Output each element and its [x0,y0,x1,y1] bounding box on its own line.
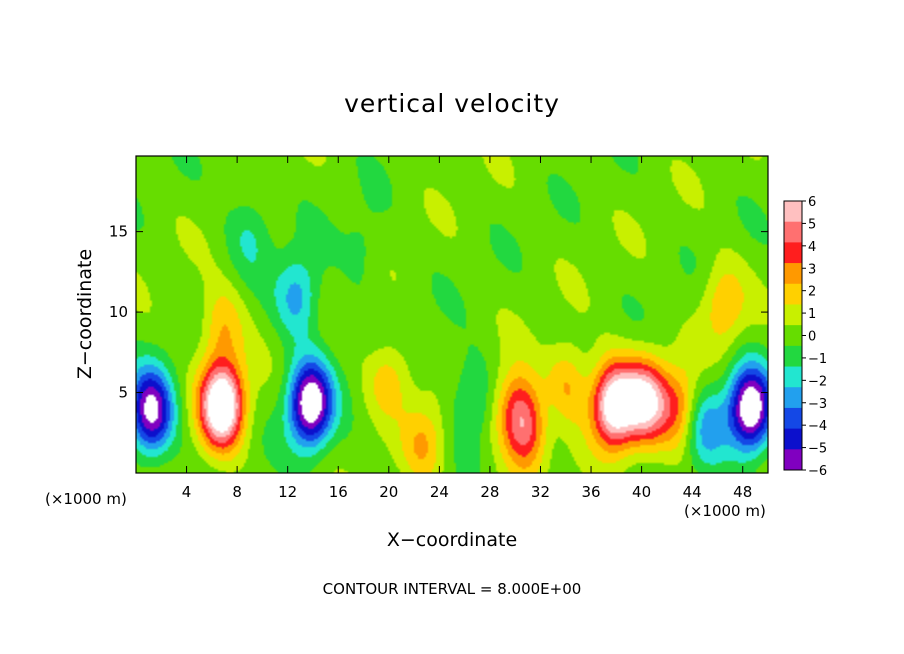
x-tick-label: 28 [480,483,499,501]
heatmap-field [136,156,768,473]
colorbar-swatch [784,201,802,223]
x-axis: 4 8 12 16 20 24 28 32 36 40 44 48 [182,156,752,501]
x-tick-label: 40 [632,483,651,501]
x-unit-left: (×1000 m) [45,490,127,508]
x-tick-label: 44 [683,483,702,501]
colorbar-label: −5 [808,442,827,457]
y-axis: 5 10 15 [109,223,768,402]
colorbar-swatch [784,449,802,471]
y-tick-label: 10 [109,303,128,321]
colorbar-swatch [784,283,802,305]
colorbar-label: 1 [808,307,816,322]
x-tick-label: 48 [733,483,752,501]
colorbar-label: 4 [808,240,816,255]
colorbar-label: −1 [808,352,827,367]
colorbar-swatch [784,263,802,285]
colorbar-label: −3 [808,397,827,412]
y-axis-label: Z−coordinate [74,249,96,379]
x-tick-label: 8 [232,483,242,501]
colorbar-swatch [784,221,802,243]
heatmap-image [136,156,768,473]
colorbar-swatch [784,345,802,368]
colorbar-label: 0 [808,330,816,345]
colorbar-swatch [784,387,802,409]
colorbar-label: 5 [808,217,816,232]
colorbar-swatch [784,304,802,326]
colorbar-label: −4 [808,419,827,434]
x-unit-right: (×1000 m) [684,502,766,520]
x-tick-label: 24 [430,483,449,501]
plot-frame [135,155,769,474]
colorbar-label: 2 [808,285,816,300]
x-tick-label: 36 [581,483,600,501]
y-tick-label: 15 [109,223,128,241]
colorbar-swatch [784,428,802,450]
colorbar-swatch [784,242,802,264]
colorbar: 6 5 4 3 2 1 0 −1 −2 −3 −4 −5 −6 [783,195,827,479]
colorbar-label: −2 [808,374,827,389]
colorbar-label: 3 [808,262,816,277]
colorbar-label: −6 [808,464,827,479]
x-axis-label: X−coordinate [387,529,517,551]
x-tick-label: 32 [531,483,550,501]
x-tick-label: 4 [182,483,192,501]
chart-title: vertical velocity [344,89,560,118]
x-tick-label: 12 [278,483,297,501]
colorbar-swatch [784,366,802,388]
y-tick-label: 5 [118,384,128,402]
colorbar-swatch [784,407,802,430]
contour-interval-note: CONTOUR INTERVAL = 8.000E+00 [323,580,582,598]
colorbar-swatch [784,325,802,347]
x-tick-label: 16 [329,483,348,501]
colorbar-label: 6 [808,195,816,210]
x-tick-label: 20 [379,483,398,501]
